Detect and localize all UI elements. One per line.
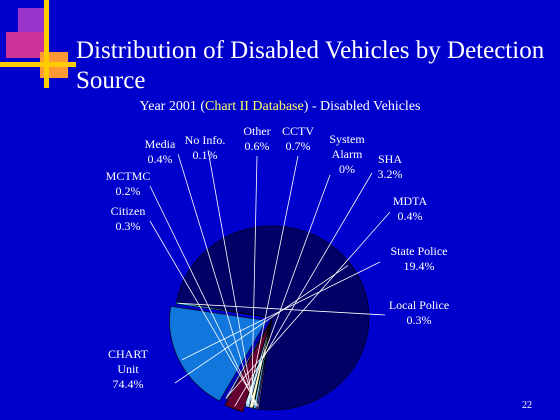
slice-label-line: 0.7%: [286, 139, 311, 153]
slice-label: MCTMC 0.2%: [106, 169, 151, 198]
slide-title: Distribution of Disabled Vehicles by Det…: [76, 37, 545, 94]
slice-label: No Info. 0.1%: [185, 133, 226, 162]
slice-label-line: 0.3%: [116, 219, 141, 233]
slice-label: CHART Unit 74.4%: [108, 347, 149, 391]
slice-label-line: 0.2%: [116, 184, 141, 198]
slice-label-line: Alarm: [332, 147, 363, 161]
slice-label-line: 0.6%: [245, 139, 270, 153]
slice-label-line: 0.4%: [398, 209, 423, 223]
slice-label-line: 0.3%: [407, 313, 432, 327]
slice-label: CCTV 0.7%: [282, 124, 314, 153]
slice-label-line: 3.2%: [378, 167, 403, 181]
slice-label-line: 74.4%: [113, 377, 144, 391]
slice-label: Citizen 0.3%: [111, 204, 146, 233]
slice-label-line: 0.1%: [193, 148, 218, 162]
leader-line: [149, 185, 258, 407]
subtitle-prefix: Year 2001 (: [139, 99, 205, 114]
page-number: 22: [522, 400, 532, 411]
leader-line: [207, 149, 255, 406]
slice-label: MDTA 0.4%: [393, 194, 428, 223]
slice-label-line: 0.4%: [148, 152, 173, 166]
slice-label-line: MDTA: [393, 194, 428, 208]
slice-label: State Police 19.4%: [391, 244, 448, 273]
slice-label-line: 0%: [339, 162, 355, 176]
slice-label: System Alarm 0%: [329, 132, 365, 176]
leader-line: [227, 211, 391, 397]
leader-line: [149, 220, 259, 407]
slice-label-line: Unit: [117, 362, 139, 376]
slice-label: Local Police 0.3%: [389, 298, 449, 327]
leader-line: [179, 302, 386, 316]
slice-label-line: Local Police: [389, 298, 449, 312]
slice-label-line: No Info.: [185, 133, 226, 147]
subtitle-suffix: ) - Disabled Vehicles: [303, 99, 421, 114]
chart-subtitle: Year 2001 (Chart II Database) - Disabled…: [0, 99, 560, 115]
pie-labels: CHART Unit 74.4%Citizen 0.3%MCTMC 0.2%Media 0…: [106, 124, 449, 407]
slice-label-line: SHA: [378, 152, 402, 166]
slice-label-line: Other: [243, 124, 270, 138]
logo-bar-horizontal: [0, 62, 76, 67]
leader-line: [251, 155, 258, 406]
subtitle-database: Chart II Database: [204, 99, 304, 114]
slice-label-line: Media: [145, 137, 176, 151]
logo-block-magenta: [6, 32, 46, 58]
leader-line: [234, 172, 373, 407]
slice-label-line: System: [329, 132, 365, 146]
slice-label-line: State Police: [391, 244, 448, 258]
slice-label: Other 0.6%: [243, 124, 270, 153]
slice-label-line: CHART: [108, 347, 149, 361]
slice-label-line: 19.4%: [404, 259, 435, 273]
slice-label: Media 0.4%: [145, 137, 176, 166]
pie-slice-mdta: [224, 317, 273, 400]
logo-bar-vertical: [44, 0, 49, 88]
slice-label: SHA 3.2%: [378, 152, 403, 181]
slice-label-line: CCTV: [282, 124, 314, 138]
leader-line: [181, 261, 381, 361]
leader-line: [177, 153, 256, 406]
logo-graphic: [0, 0, 76, 88]
leader-line: [247, 155, 299, 405]
leader-line: [245, 174, 331, 404]
slice-label-line: MCTMC: [106, 169, 151, 183]
leader-line: [174, 265, 349, 384]
slice-label-line: Citizen: [111, 204, 146, 218]
